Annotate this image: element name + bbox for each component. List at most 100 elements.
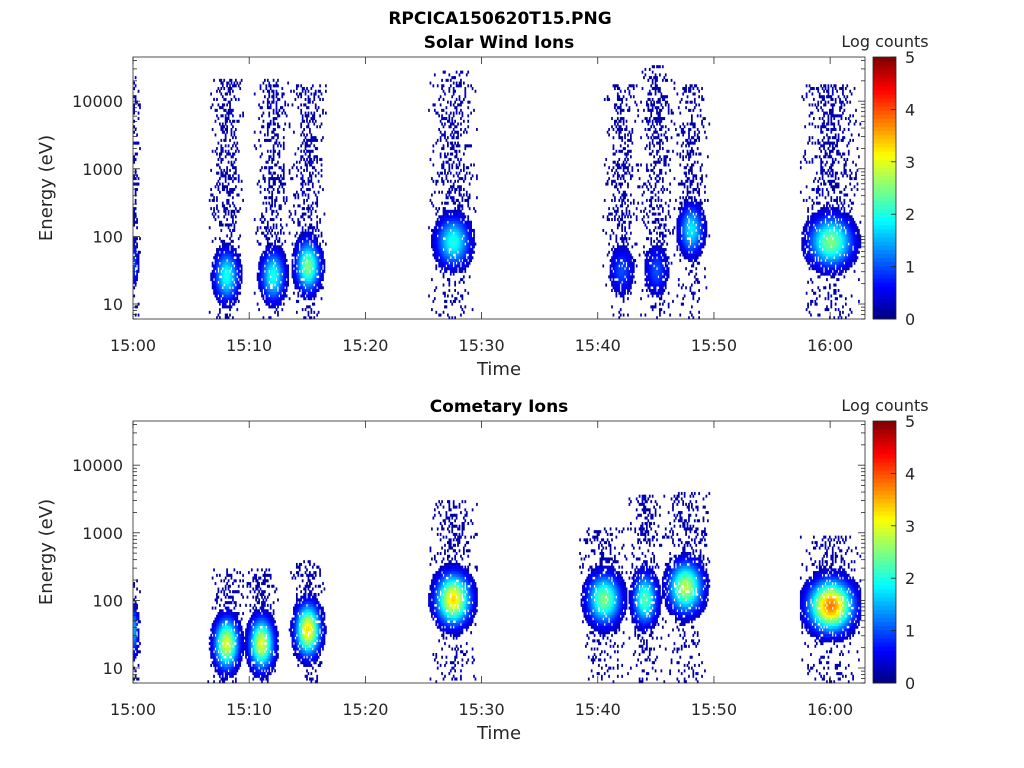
solar-wind-ions-cell (261, 291, 263, 295)
solar-wind-ions-cell (259, 272, 262, 276)
solar-wind-ions-cell (264, 253, 266, 257)
solar-wind-ions-cell (441, 223, 443, 227)
solar-wind-ions-cell (647, 294, 650, 298)
solar-wind-ions-cell (310, 174, 313, 178)
solar-wind-ions-cell (679, 234, 682, 238)
solar-wind-ions-cell (704, 215, 706, 219)
solar-wind-ions-cell (616, 209, 619, 213)
solar-wind-ions-cell (449, 269, 452, 273)
solar-wind-ions-cell (618, 269, 621, 273)
solar-wind-ions-cell (644, 278, 647, 282)
solar-wind-ions-cell (300, 231, 303, 235)
solar-wind-ions-cell (622, 147, 625, 151)
solar-wind-ions-cell (266, 248, 269, 252)
solar-wind-ions-cell (676, 92, 679, 96)
solar-wind-ions-cell (217, 261, 220, 265)
solar-wind-ions-cell (470, 239, 472, 243)
solar-wind-ions-cell (698, 316, 701, 320)
solar-wind-ions-cell (224, 209, 227, 213)
solar-wind-ions-cell (304, 114, 307, 118)
solar-wind-ions-cell (314, 237, 317, 241)
solar-wind-ions-cell (210, 207, 213, 211)
solar-wind-ions-cell (457, 103, 459, 107)
solar-wind-ions-cell (628, 89, 631, 93)
solar-wind-ions-cell (224, 286, 227, 290)
solar-wind-ions-cell (224, 242, 227, 246)
solar-wind-ions-cell (656, 87, 658, 91)
solar-wind-ions-cell (616, 97, 619, 101)
solar-wind-ions-cell (462, 258, 465, 262)
solar-wind-ions-cell (227, 152, 230, 156)
solar-wind-ions-cell (686, 163, 689, 167)
solar-wind-ions-cell (272, 108, 275, 112)
solar-wind-ions-cell (279, 106, 282, 110)
solar-wind-ions-cell (285, 264, 288, 268)
solar-wind-ions-cell (645, 253, 648, 257)
solar-wind-ions-cell (226, 261, 228, 265)
solar-wind-ions-cell (314, 286, 317, 290)
solar-wind-ions-cell (624, 196, 626, 200)
solar-wind-ions-cell (685, 286, 687, 290)
solar-wind-ions-cell (705, 286, 708, 290)
solar-wind-ions-cell (237, 97, 240, 101)
solar-wind-ions-cell (229, 272, 231, 276)
solar-wind-ions-cell (650, 239, 653, 243)
solar-wind-ions-cell (677, 283, 680, 287)
solar-wind-ions-cell (316, 288, 319, 293)
solar-wind-ions-cell (468, 220, 471, 224)
solar-wind-ions-cell (448, 264, 451, 268)
solar-wind-ions-cell (213, 288, 215, 293)
solar-wind-ions-cell (679, 226, 682, 230)
solar-wind-ions-cell (311, 166, 314, 170)
solar-wind-ions-cell (266, 261, 269, 265)
solar-wind-ions-cell (654, 78, 657, 82)
solar-wind-ions-cell (259, 278, 262, 282)
solar-wind-ions-cell (307, 111, 310, 115)
solar-wind-ions-cell (628, 171, 631, 175)
solar-wind-ions-cell (460, 294, 462, 298)
solar-wind-ions-cell (304, 152, 307, 156)
solar-wind-ions-cell (310, 92, 313, 96)
solar-wind-ions-cell (683, 223, 686, 227)
solar-wind-ions-cell (236, 209, 239, 213)
solar-wind-ions-cell (304, 182, 307, 186)
solar-wind-ions-cell (216, 256, 218, 260)
solar-wind-ions-cell (322, 261, 324, 265)
solar-wind-ions-cell (621, 117, 624, 121)
solar-wind-ions-cell (621, 291, 624, 295)
solar-wind-ions-cell (319, 272, 321, 276)
solar-wind-ions-cell (445, 237, 448, 241)
solar-wind-ions-cell (691, 218, 693, 222)
solar-wind-ions-cell (695, 226, 698, 230)
solar-wind-ions-cell (653, 117, 655, 121)
solar-wind-ions-cell (436, 258, 439, 262)
solar-wind-ions-cell (625, 269, 628, 273)
solar-wind-ions-cell (234, 248, 237, 252)
solar-wind-ions-cell (220, 288, 223, 293)
solar-wind-ions-cell (622, 256, 625, 260)
solar-wind-ions-cell (653, 283, 655, 287)
solar-wind-ions-cell (232, 125, 234, 129)
solar-wind-ions-cell (439, 269, 442, 273)
solar-wind-ions-cell (657, 256, 660, 260)
solar-wind-ions-cell (269, 242, 272, 246)
solar-wind-ions-cell (282, 231, 285, 235)
solar-wind-ions-cell (439, 250, 442, 254)
solar-wind-ions-cell (287, 264, 289, 268)
solar-wind-ions-cell (217, 141, 220, 145)
solar-wind-ions-cell (465, 248, 468, 252)
solar-wind-ions-cell (232, 144, 234, 148)
solar-wind-ions-cell (314, 288, 317, 293)
solar-wind-ions-cell (625, 209, 628, 213)
solar-wind-ions-cell (229, 267, 231, 271)
solar-wind-ions-cell (436, 138, 439, 142)
solar-wind-ions-cell (211, 239, 214, 243)
solar-wind-ions-cell (630, 84, 632, 88)
solar-wind-ions-cell (468, 234, 471, 238)
solar-wind-ions-cell (295, 253, 298, 257)
solar-wind-ions-cell (615, 288, 618, 293)
solar-wind-ions-cell (692, 264, 695, 268)
solar-wind-ions-cell (271, 196, 274, 200)
solar-wind-ions-cell (624, 215, 626, 219)
solar-wind-ions-cell (304, 267, 307, 271)
